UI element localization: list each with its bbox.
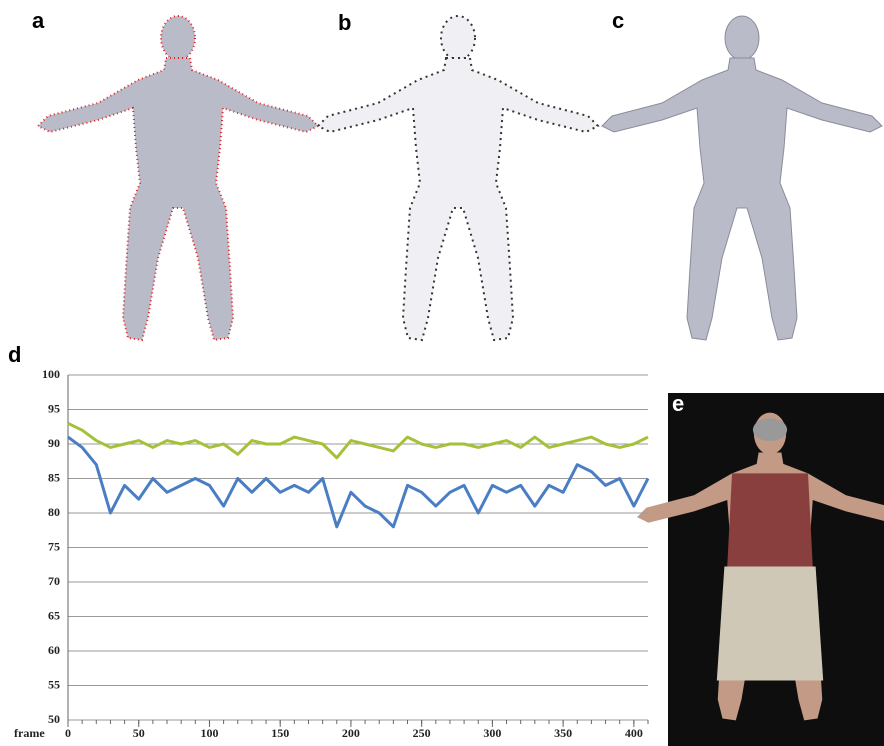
figure: a b c d e frame 50 55 60 65 70 75 80 85 90 95 100 0… bbox=[0, 0, 884, 746]
x-tick-label: 200 bbox=[342, 726, 360, 740]
panel-label: e bbox=[672, 391, 684, 416]
points-b bbox=[318, 16, 598, 340]
panel-label: a bbox=[32, 8, 45, 33]
y-tick-label: 65 bbox=[48, 608, 60, 622]
y-tick-label: 80 bbox=[48, 505, 60, 519]
x-axis-label: frame bbox=[14, 726, 45, 740]
y-tick-label: 85 bbox=[48, 470, 60, 484]
x-tick-label: 300 bbox=[483, 726, 501, 740]
panel-label: b bbox=[338, 10, 351, 35]
x-tick-label: 150 bbox=[271, 726, 289, 740]
mesh-a bbox=[38, 16, 318, 340]
x-tick-label: 350 bbox=[554, 726, 572, 740]
x-tick-label: 100 bbox=[200, 726, 218, 740]
y-tick-label: 50 bbox=[48, 712, 60, 726]
y-tick-label: 60 bbox=[48, 643, 60, 657]
y-tick-label: 70 bbox=[48, 574, 60, 588]
panel-label: c bbox=[612, 8, 624, 33]
series-line bbox=[68, 423, 648, 458]
x-tick-label: 0 bbox=[65, 726, 71, 740]
y-tick-label: 55 bbox=[48, 677, 60, 691]
panel-label: d bbox=[8, 342, 21, 367]
y-tick-label: 100 bbox=[42, 367, 60, 381]
y-tick-label: 90 bbox=[48, 436, 60, 450]
x-tick-label: 250 bbox=[413, 726, 431, 740]
x-tick-label: 400 bbox=[625, 726, 643, 740]
x-tick-label: 50 bbox=[133, 726, 145, 740]
mesh-c bbox=[602, 16, 882, 340]
y-tick-label: 75 bbox=[48, 539, 60, 553]
y-tick-label: 95 bbox=[48, 401, 60, 415]
